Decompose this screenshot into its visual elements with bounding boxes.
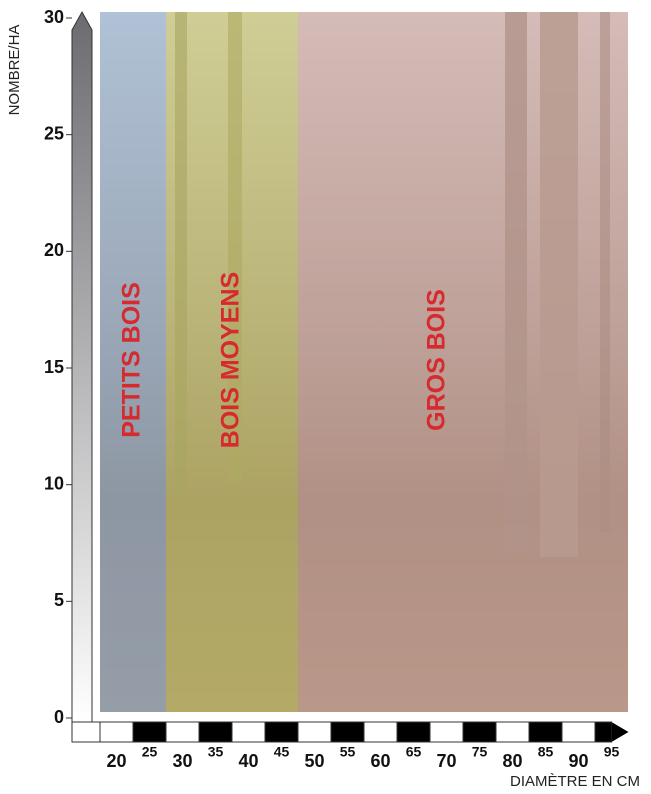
x-axis-segment xyxy=(264,721,299,743)
x-tick-label: 50 xyxy=(304,751,324,771)
y-tick-label: 20 xyxy=(44,240,64,260)
x-axis-segment xyxy=(132,721,167,743)
x-axis-segment xyxy=(198,721,233,743)
x-axis-segment xyxy=(363,721,398,743)
y-axis-title: NOMBRE/HA xyxy=(6,25,23,116)
x-axis-segment xyxy=(297,721,332,743)
x-axis-segment xyxy=(429,721,464,743)
x-axis-segment xyxy=(462,721,497,743)
y-tick-label: 15 xyxy=(44,357,64,377)
x-axis-segment xyxy=(561,721,596,743)
y-tick-label: 0 xyxy=(54,707,64,727)
x-tick-label: 70 xyxy=(436,751,456,771)
x-axis-segment xyxy=(99,721,134,743)
x-axis-segment xyxy=(528,721,563,743)
x-tick-label: 75 xyxy=(472,744,488,760)
y-axis xyxy=(71,10,93,723)
y-tick-label: 25 xyxy=(44,123,64,143)
x-tick-label: 80 xyxy=(502,751,522,771)
x-tick-label: 55 xyxy=(340,744,356,760)
y-tick-label: 30 xyxy=(44,7,64,27)
zone-label: BOIS MOYENS xyxy=(217,272,245,448)
x-tick-label: 95 xyxy=(604,744,620,760)
x-axis-arrow xyxy=(611,722,629,742)
x-tick-label: 30 xyxy=(172,751,192,771)
x-tick-label: 40 xyxy=(238,751,258,771)
y-tick-label: 5 xyxy=(54,590,64,610)
x-tick-label: 25 xyxy=(142,744,158,760)
x-axis-segment xyxy=(594,721,612,743)
x-axis-segment xyxy=(495,721,530,743)
x-tick-label: 85 xyxy=(538,744,554,760)
zone xyxy=(100,12,166,712)
y-tick-label: 10 xyxy=(44,473,64,493)
x-axis-segment xyxy=(330,721,365,743)
x-axis-segment xyxy=(165,721,200,743)
x-tick-label: 60 xyxy=(370,751,390,771)
zone xyxy=(298,12,628,712)
x-tick-label: 65 xyxy=(406,744,422,760)
zone-label: PETITS BOIS xyxy=(118,282,146,438)
x-axis-segment xyxy=(231,721,266,743)
x-tick-label: 35 xyxy=(208,744,224,760)
zone xyxy=(166,12,298,712)
x-axis-title: DIAMÈTRE EN CM xyxy=(510,773,640,790)
zone-label: GROS BOIS xyxy=(423,289,451,431)
x-axis-segment xyxy=(396,721,431,743)
x-tick-label: 45 xyxy=(274,744,290,760)
x-tick-label: 20 xyxy=(106,751,126,771)
x-tick-label: 90 xyxy=(568,751,588,771)
